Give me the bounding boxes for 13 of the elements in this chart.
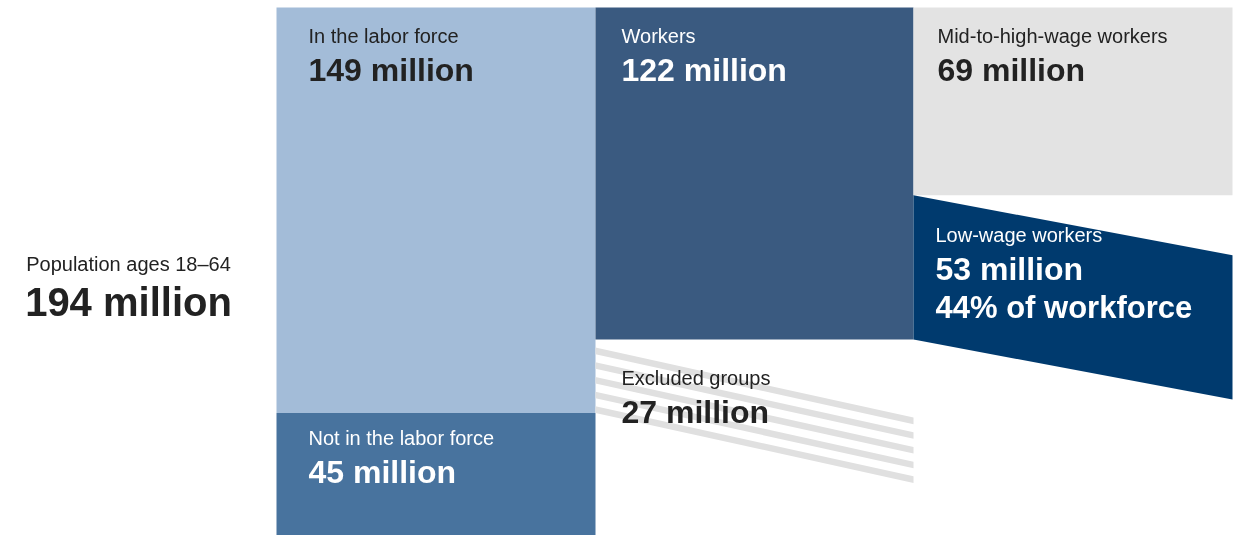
category-label: In the labor force <box>308 24 459 47</box>
data-label: 53 million <box>935 251 1084 288</box>
text: 44% of workforce <box>935 289 1193 325</box>
category-label: Workers <box>621 24 696 47</box>
category-label: Population ages 18–64 <box>26 252 231 275</box>
data-label: 45 million <box>308 454 457 491</box>
category-label: Not in the labor force <box>308 427 495 450</box>
category-label: Mid-to-high-wage workers <box>937 24 1168 47</box>
data-label: 149 million <box>308 51 474 88</box>
data-label: 122 million <box>621 51 787 88</box>
category-label: Low-wage workers <box>935 224 1103 247</box>
data-label: 69 million <box>937 51 1086 88</box>
data-label: 194 million <box>25 279 232 324</box>
